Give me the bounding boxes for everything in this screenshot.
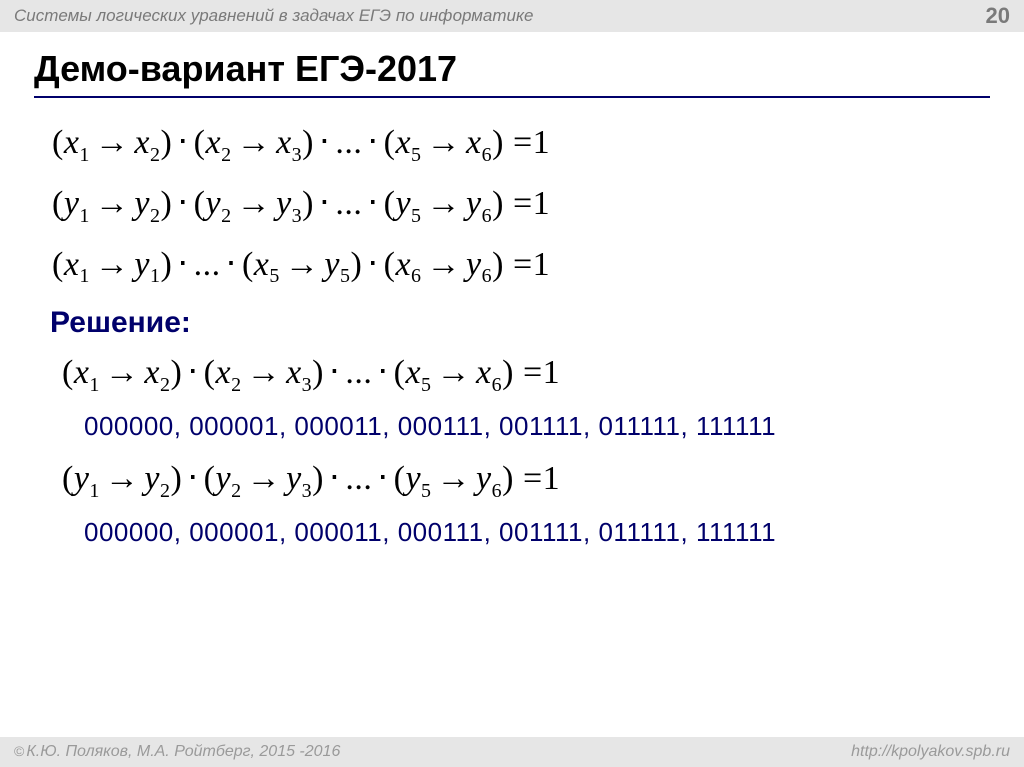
solution-eq-y: (y1→y2)⋅(y2→y3)⋅...⋅(y5→y6) =1	[62, 452, 990, 507]
solution-label: Решение:	[50, 306, 990, 340]
slide-title: Демо-вариант ЕГЭ-2017	[34, 48, 990, 98]
copyright-icon: ©	[14, 743, 24, 759]
solution-bits-x: 000000, 000001, 000011, 000111, 001111, …	[84, 411, 990, 442]
footer-bar: ©К.Ю. Поляков, М.А. Ройтберг, 2015 -2016…	[0, 737, 1024, 767]
solution-eq-x: (x1→x2)⋅(x2→x3)⋅...⋅(x5→x6) =1	[62, 346, 990, 401]
footer-authors: ©К.Ю. Поляков, М.А. Ройтберг, 2015 -2016	[14, 743, 340, 761]
footer-url: http://kpolyakov.spb.ru	[851, 743, 1010, 761]
equation-3: (x1→y1)⋅...⋅(x5→y5)⋅(x6→y6) =1	[52, 238, 990, 293]
slide-content: Демо-вариант ЕГЭ-2017 (x1→x2)⋅(x2→x3)⋅..…	[0, 32, 1024, 548]
equation-1: (x1→x2)⋅(x2→x3)⋅...⋅(x5→x6) =1	[52, 116, 990, 171]
equation-2: (y1→y2)⋅(y2→y3)⋅...⋅(y5→y6) =1	[52, 177, 990, 232]
header-title: Системы логических уравнений в задачах Е…	[14, 6, 534, 26]
page-number: 20	[986, 3, 1010, 29]
header-bar: Системы логических уравнений в задачах Е…	[0, 0, 1024, 32]
solution-bits-y: 000000, 000001, 000011, 000111, 001111, …	[84, 517, 990, 548]
